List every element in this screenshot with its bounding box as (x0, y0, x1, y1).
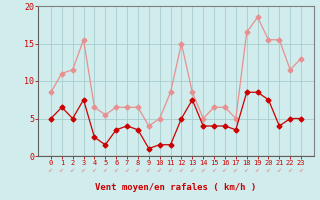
Text: ←: ← (265, 166, 272, 173)
Text: ←: ← (200, 166, 207, 173)
Text: ←: ← (80, 166, 87, 173)
Text: ←: ← (221, 166, 228, 173)
Text: ←: ← (69, 166, 76, 173)
Text: ←: ← (287, 166, 294, 173)
X-axis label: Vent moyen/en rafales ( km/h ): Vent moyen/en rafales ( km/h ) (95, 183, 257, 192)
Text: ←: ← (156, 166, 163, 173)
Text: ←: ← (58, 166, 65, 173)
Text: ←: ← (91, 166, 98, 173)
Text: ←: ← (167, 166, 174, 173)
Text: ←: ← (232, 166, 239, 173)
Text: ←: ← (102, 166, 109, 173)
Text: ←: ← (47, 166, 54, 173)
Text: ←: ← (178, 166, 185, 173)
Text: ←: ← (298, 166, 305, 173)
Text: ←: ← (124, 166, 131, 173)
Text: ←: ← (254, 166, 261, 173)
Text: ←: ← (134, 166, 141, 173)
Text: ←: ← (145, 166, 152, 173)
Text: ←: ← (276, 166, 283, 173)
Text: ←: ← (243, 166, 250, 173)
Text: ←: ← (211, 166, 218, 173)
Text: ←: ← (189, 166, 196, 173)
Text: ←: ← (113, 166, 120, 173)
